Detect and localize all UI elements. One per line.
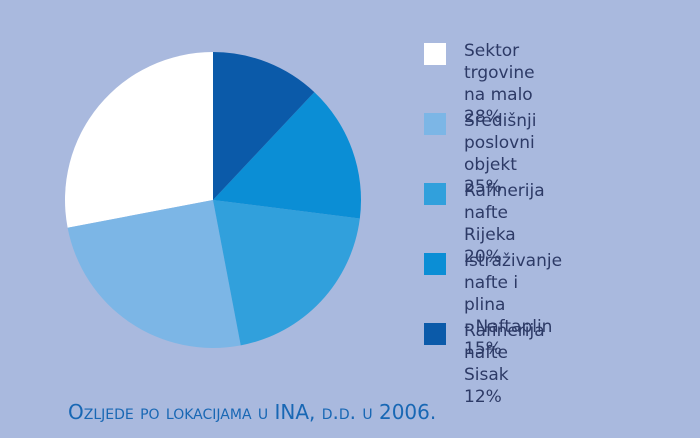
legend-label: Središnji poslovni objekt 25% <box>464 110 536 198</box>
legend-name: Središnji poslovni objekt <box>464 111 537 175</box>
legend-label: Rafinerija nafte Rijeka 20% <box>464 180 545 268</box>
value-label: 20% <box>464 247 502 267</box>
pie-slice <box>64 52 213 228</box>
value-label: 12% <box>464 387 502 407</box>
chart-title: Ozljede po lokacijama u INA, d.d. u 2006… <box>68 400 437 424</box>
legend-name: Rafinerija nafte Sisak <box>464 321 545 385</box>
pie-slice <box>213 52 315 200</box>
value-label: 28% <box>464 107 502 127</box>
pie-slice <box>213 200 360 346</box>
value-label: 25% <box>464 177 502 197</box>
legend-swatch <box>424 113 446 135</box>
legend-name: Sektor trgovine na malo <box>464 41 535 105</box>
legend-swatch <box>424 253 446 275</box>
legend-label: Istraživanje nafte i plina - Naftaplin 1… <box>464 250 562 360</box>
legend-name: Rafinerija nafte Rijeka <box>464 181 545 245</box>
legend-label: Rafinerija nafte Sisak 12% <box>464 320 545 408</box>
value-label: 15% <box>464 339 502 359</box>
legend-label: Sektor trgovine na malo 28% <box>464 40 535 128</box>
legend-name: Istraživanje nafte i plina - Naftaplin <box>464 251 563 337</box>
pie-slice <box>67 200 241 348</box>
pie-slice <box>213 92 361 219</box>
legend-swatch <box>424 43 446 65</box>
legend-swatch <box>424 183 446 205</box>
legend-swatch <box>424 323 446 345</box>
